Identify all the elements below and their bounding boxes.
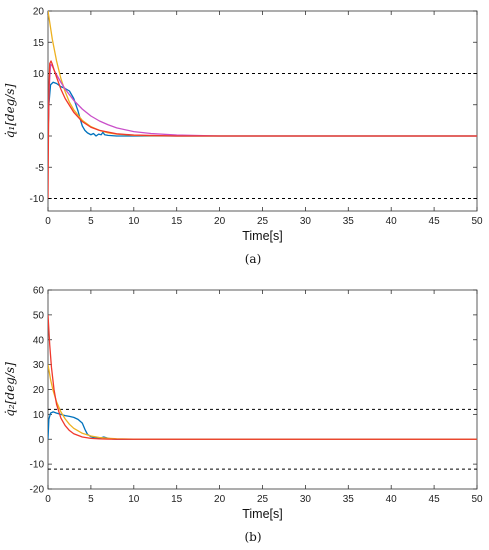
series-blue-line xyxy=(48,411,477,440)
x-tick-label: 45 xyxy=(429,494,441,505)
y-axis-label: q̇₁[deg/s] xyxy=(3,83,17,138)
x-axis-label: Time[s] xyxy=(242,507,283,521)
x-tick-label: 30 xyxy=(300,494,312,505)
x-tick-label: 35 xyxy=(343,494,355,505)
y-tick-label: 20 xyxy=(33,385,45,396)
x-tick-label: 50 xyxy=(471,216,483,227)
series-orange-line xyxy=(48,11,477,137)
x-tick-label: 5 xyxy=(88,494,94,505)
x-tick-label: 10 xyxy=(128,216,140,227)
y-tick-label: 5 xyxy=(38,100,44,111)
y-tick-label: 30 xyxy=(33,360,45,371)
x-tick-label: 40 xyxy=(386,216,398,227)
y-tick-label: -10 xyxy=(30,194,45,205)
y-tick-label: -20 xyxy=(30,485,45,496)
y-tick-label: 0 xyxy=(38,132,44,143)
y-tick-label: 50 xyxy=(33,310,45,321)
x-tick-label: 30 xyxy=(300,216,312,227)
series-orange-line xyxy=(48,364,477,440)
series-magenta-line xyxy=(48,63,477,137)
x-tick-label: 25 xyxy=(257,494,269,505)
series-blue-line xyxy=(48,81,477,137)
y-tick-label: 60 xyxy=(33,286,45,297)
x-tick-label: 40 xyxy=(386,494,398,505)
x-axis-label: Time[s] xyxy=(242,229,283,243)
y-tick-label: -10 xyxy=(30,460,45,471)
y-tick-label: 40 xyxy=(33,335,45,346)
figure-caption: (b) xyxy=(244,530,261,544)
series-red-line xyxy=(48,60,477,199)
figure-caption: (a) xyxy=(245,252,262,266)
y-tick-label: 0 xyxy=(38,435,44,446)
plot-frame xyxy=(47,10,478,212)
x-tick-label: 35 xyxy=(343,216,355,227)
x-tick-label: 10 xyxy=(128,494,140,505)
plot-frame xyxy=(47,289,478,490)
x-tick-label: 15 xyxy=(171,216,183,227)
x-tick-label: 50 xyxy=(471,494,483,505)
x-tick-label: 20 xyxy=(214,216,226,227)
chart-a: 0 5 10 15 20 25 30 35 40 45 50 -10 -5 0 5 10 15 20 Time[s]… xyxy=(3,7,483,267)
y-axis-label: q̇₂[deg/s] xyxy=(3,362,17,417)
y-tick-label: 10 xyxy=(33,69,45,80)
x-tick-label: 15 xyxy=(171,494,183,505)
x-tick-label: 45 xyxy=(429,216,441,227)
x-tick-label: 5 xyxy=(88,216,94,227)
x-tick-label: 0 xyxy=(45,494,51,505)
chart-b: 0 5 10 15 20 25 30 35 40 45 50 -20 -10 0 10 20 30 40 50 60 T… xyxy=(3,286,483,545)
y-tick-label: 10 xyxy=(33,410,45,421)
y-tick-label: 15 xyxy=(33,38,45,49)
series-red-line xyxy=(48,314,477,440)
y-tick-label: -5 xyxy=(35,163,44,174)
x-tick-label: 25 xyxy=(257,216,269,227)
x-tick-label: 0 xyxy=(45,216,51,227)
y-tick-label: 20 xyxy=(33,7,45,18)
x-tick-label: 20 xyxy=(214,494,226,505)
